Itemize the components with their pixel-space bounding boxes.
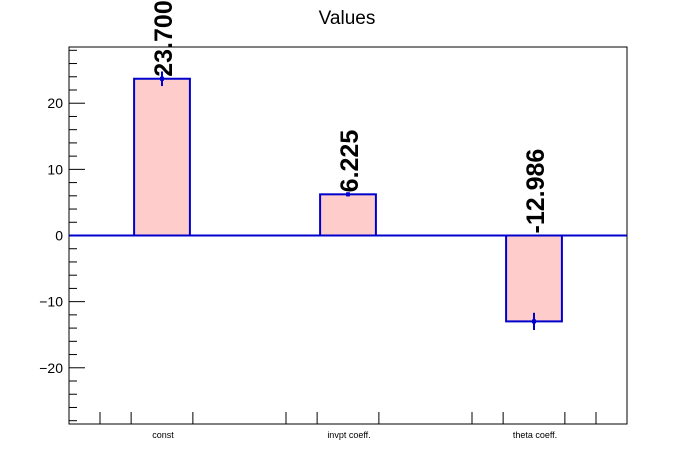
data-label: 6.225 bbox=[336, 130, 364, 193]
x-category-label: theta coeff. bbox=[513, 430, 557, 440]
data-label: -12.986 bbox=[522, 149, 550, 234]
data-label: 23.700 bbox=[150, 0, 178, 76]
bar bbox=[319, 193, 377, 237]
bar bbox=[505, 234, 563, 323]
bar bbox=[133, 77, 191, 237]
error-bar-point bbox=[346, 192, 350, 197]
y-tick-label: 0 bbox=[55, 228, 63, 244]
x-category-label: const bbox=[152, 430, 174, 440]
plot-area: −20 −10 0 10 20 const invpt coeff. theta coeff.… bbox=[39, 0, 628, 440]
x-category-label: invpt coeff. bbox=[327, 430, 370, 440]
y-tick-label: 20 bbox=[47, 95, 63, 111]
y-tick-label: 10 bbox=[47, 161, 63, 177]
y-tick-label: −10 bbox=[39, 294, 63, 310]
y-tick-label: −20 bbox=[39, 360, 63, 376]
error-bar-point bbox=[160, 76, 164, 81]
chart-title: Values bbox=[319, 8, 376, 29]
error-bar-point bbox=[532, 319, 536, 324]
